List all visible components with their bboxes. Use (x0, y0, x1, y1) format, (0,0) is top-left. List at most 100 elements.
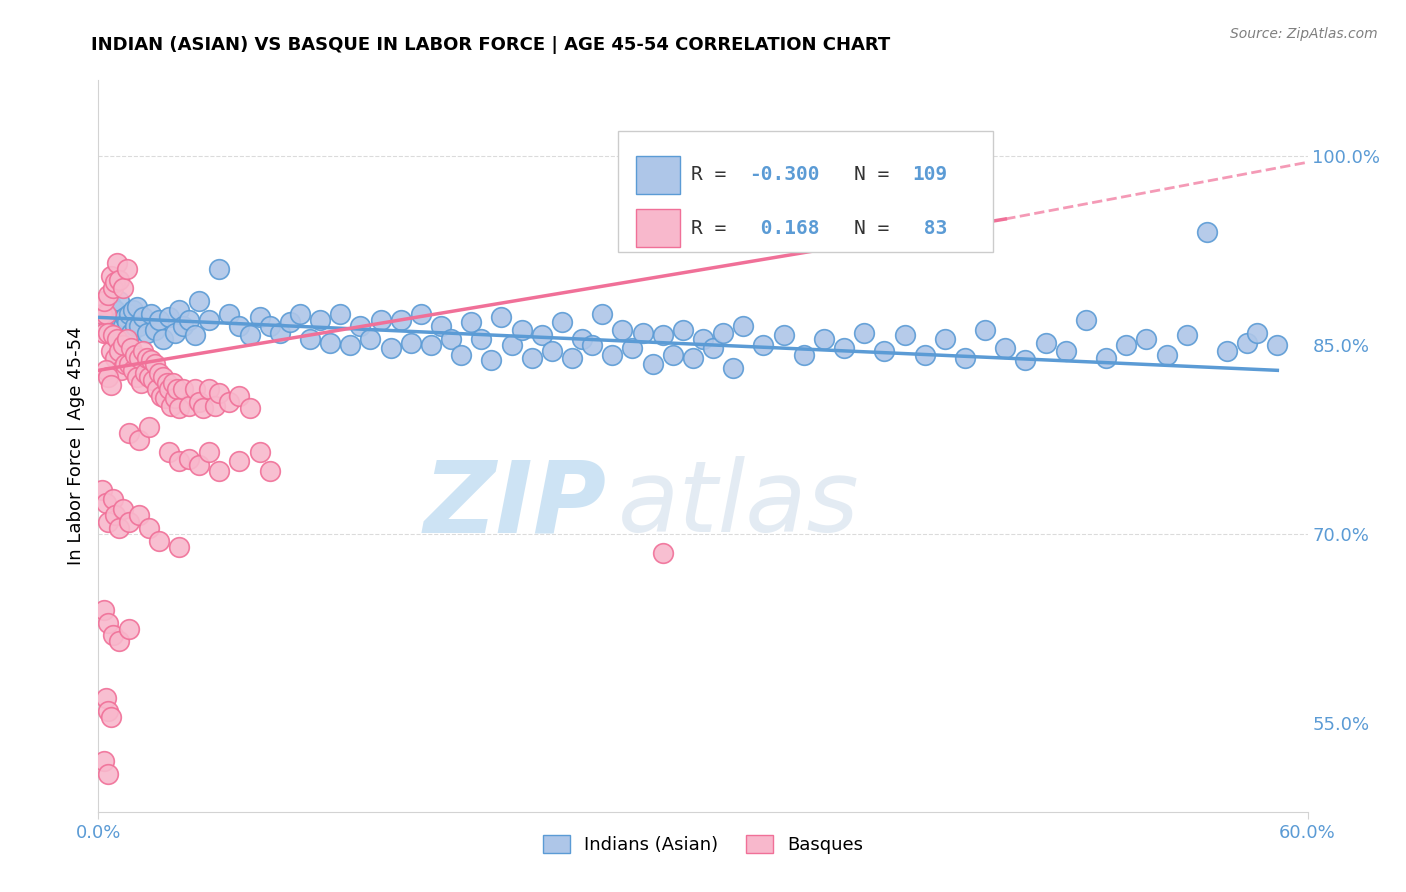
Point (128, 508, 150, 523)
Point (530, 328, 553, 343)
Point (501, 338, 523, 352)
Point (198, 445, 221, 459)
Point (100, 298, 122, 312)
Point (103, 302, 125, 317)
Point (121, 302, 143, 317)
Point (179, 451, 201, 466)
Point (309, 313, 332, 327)
Point (110, 363, 132, 377)
Point (651, 546, 673, 560)
Point (581, 338, 603, 352)
Point (142, 373, 165, 387)
Point (143, 357, 166, 371)
Point (97, 287, 120, 301)
Point (460, 315, 482, 329)
Point (571, 332, 593, 346)
Point (118, 515, 141, 529)
Point (188, 395, 211, 409)
Point (249, 310, 271, 325)
Point (172, 382, 194, 396)
Point (100, 344, 122, 359)
Point (813, 332, 835, 346)
FancyBboxPatch shape (637, 156, 681, 194)
Text: atlas: atlas (619, 456, 860, 553)
Point (146, 382, 169, 396)
Point (139, 353, 162, 368)
Point (115, 332, 138, 346)
Point (370, 313, 392, 327)
Point (510, 323, 533, 337)
Text: 83: 83 (912, 219, 948, 237)
Point (157, 310, 180, 325)
Point (1246, 326, 1268, 340)
Point (450, 348, 472, 362)
Point (228, 454, 250, 468)
Point (93, 293, 115, 308)
Point (591, 307, 613, 321)
Point (114, 310, 136, 325)
Point (1135, 332, 1157, 346)
Point (873, 344, 896, 359)
Point (198, 313, 221, 327)
Point (152, 369, 174, 384)
Point (733, 319, 755, 334)
Point (156, 376, 179, 390)
Point (288, 307, 311, 321)
Point (91, 307, 114, 321)
Point (162, 376, 184, 390)
Point (1195, 225, 1218, 239)
Point (107, 293, 129, 308)
Point (249, 445, 271, 459)
Point (100, 710, 122, 724)
Point (934, 332, 956, 346)
Point (208, 464, 231, 478)
Text: -0.300: -0.300 (749, 165, 820, 185)
Point (148, 313, 170, 327)
Point (188, 458, 211, 472)
Text: ZIP: ZIP (423, 456, 606, 553)
Point (641, 357, 664, 371)
Point (953, 351, 976, 365)
Point (115, 315, 138, 329)
Point (97, 369, 120, 384)
Point (1054, 344, 1077, 359)
Point (163, 391, 186, 405)
Point (208, 262, 231, 277)
Point (107, 344, 129, 359)
Point (1074, 313, 1097, 327)
Point (853, 326, 876, 340)
Point (91, 483, 114, 497)
Point (621, 341, 644, 355)
Point (349, 319, 371, 334)
Point (100, 268, 122, 283)
Point (125, 300, 148, 314)
Point (893, 328, 915, 343)
Point (118, 426, 141, 441)
Point (101, 281, 124, 295)
Point (100, 378, 122, 392)
Text: N =: N = (855, 219, 901, 237)
Point (118, 307, 141, 321)
Point (101, 628, 124, 642)
Point (1175, 328, 1198, 343)
Point (631, 326, 654, 340)
Point (97, 767, 120, 781)
Point (115, 262, 138, 277)
Point (105, 256, 128, 270)
Point (135, 351, 157, 365)
Point (612, 323, 634, 337)
Point (551, 315, 574, 329)
Point (259, 319, 281, 334)
Point (259, 464, 281, 478)
Point (118, 622, 141, 636)
Point (97, 704, 120, 718)
Point (278, 315, 301, 329)
Text: N =: N = (855, 165, 901, 185)
Point (157, 445, 180, 459)
Point (491, 310, 513, 325)
Point (702, 341, 724, 355)
Point (124, 319, 146, 334)
Point (138, 369, 160, 384)
Point (184, 382, 207, 396)
Point (107, 521, 129, 535)
